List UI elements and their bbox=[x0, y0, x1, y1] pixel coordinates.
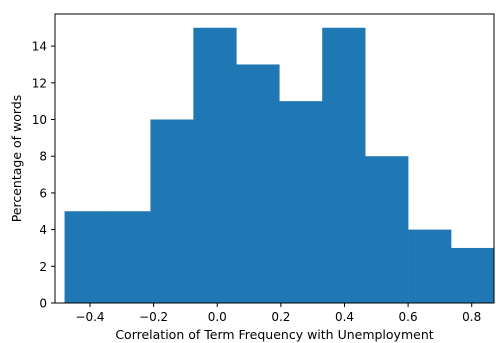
y-tick-label: 2 bbox=[39, 260, 47, 274]
x-tick-label: −0.2 bbox=[139, 310, 168, 324]
y-tick-label: 12 bbox=[32, 76, 47, 90]
y-tick-label: 10 bbox=[32, 113, 47, 127]
x-tick-label: 0.0 bbox=[208, 310, 227, 324]
histogram-bar bbox=[365, 156, 409, 303]
histogram-bar bbox=[279, 101, 323, 304]
y-tick-label: 0 bbox=[39, 297, 47, 311]
histogram-bar bbox=[193, 27, 237, 304]
x-tick-label: 0.2 bbox=[271, 310, 290, 324]
y-tick-label: 14 bbox=[32, 40, 47, 54]
histogram-bar bbox=[150, 119, 194, 303]
y-axis-label: Percentage of words bbox=[9, 95, 24, 223]
y-tick-label: 6 bbox=[39, 186, 47, 200]
x-axis-ticks: −0.4 −0.2 0.0 0.2 0.4 0.6 0.8 bbox=[75, 303, 481, 324]
histogram-bar bbox=[322, 27, 366, 304]
x-tick-label: 0.8 bbox=[462, 310, 481, 324]
histogram-bar bbox=[64, 211, 108, 303]
bars-group bbox=[64, 27, 495, 304]
y-axis-ticks: 0 2 4 6 8 10 12 14 bbox=[32, 40, 55, 311]
y-tick-label: 4 bbox=[39, 223, 47, 237]
x-axis-label: Correlation of Term Frequency with Unemp… bbox=[115, 327, 433, 342]
histogram-bar bbox=[451, 247, 495, 303]
histogram-bar bbox=[408, 229, 452, 303]
x-tick-label: 0.4 bbox=[335, 310, 354, 324]
x-tick-label: 0.6 bbox=[399, 310, 418, 324]
histogram-bar bbox=[236, 64, 280, 303]
x-tick-label: −0.4 bbox=[75, 310, 104, 324]
histogram-bar bbox=[107, 211, 151, 303]
plot-frame bbox=[54, 13, 495, 304]
y-tick-label: 8 bbox=[39, 150, 47, 164]
